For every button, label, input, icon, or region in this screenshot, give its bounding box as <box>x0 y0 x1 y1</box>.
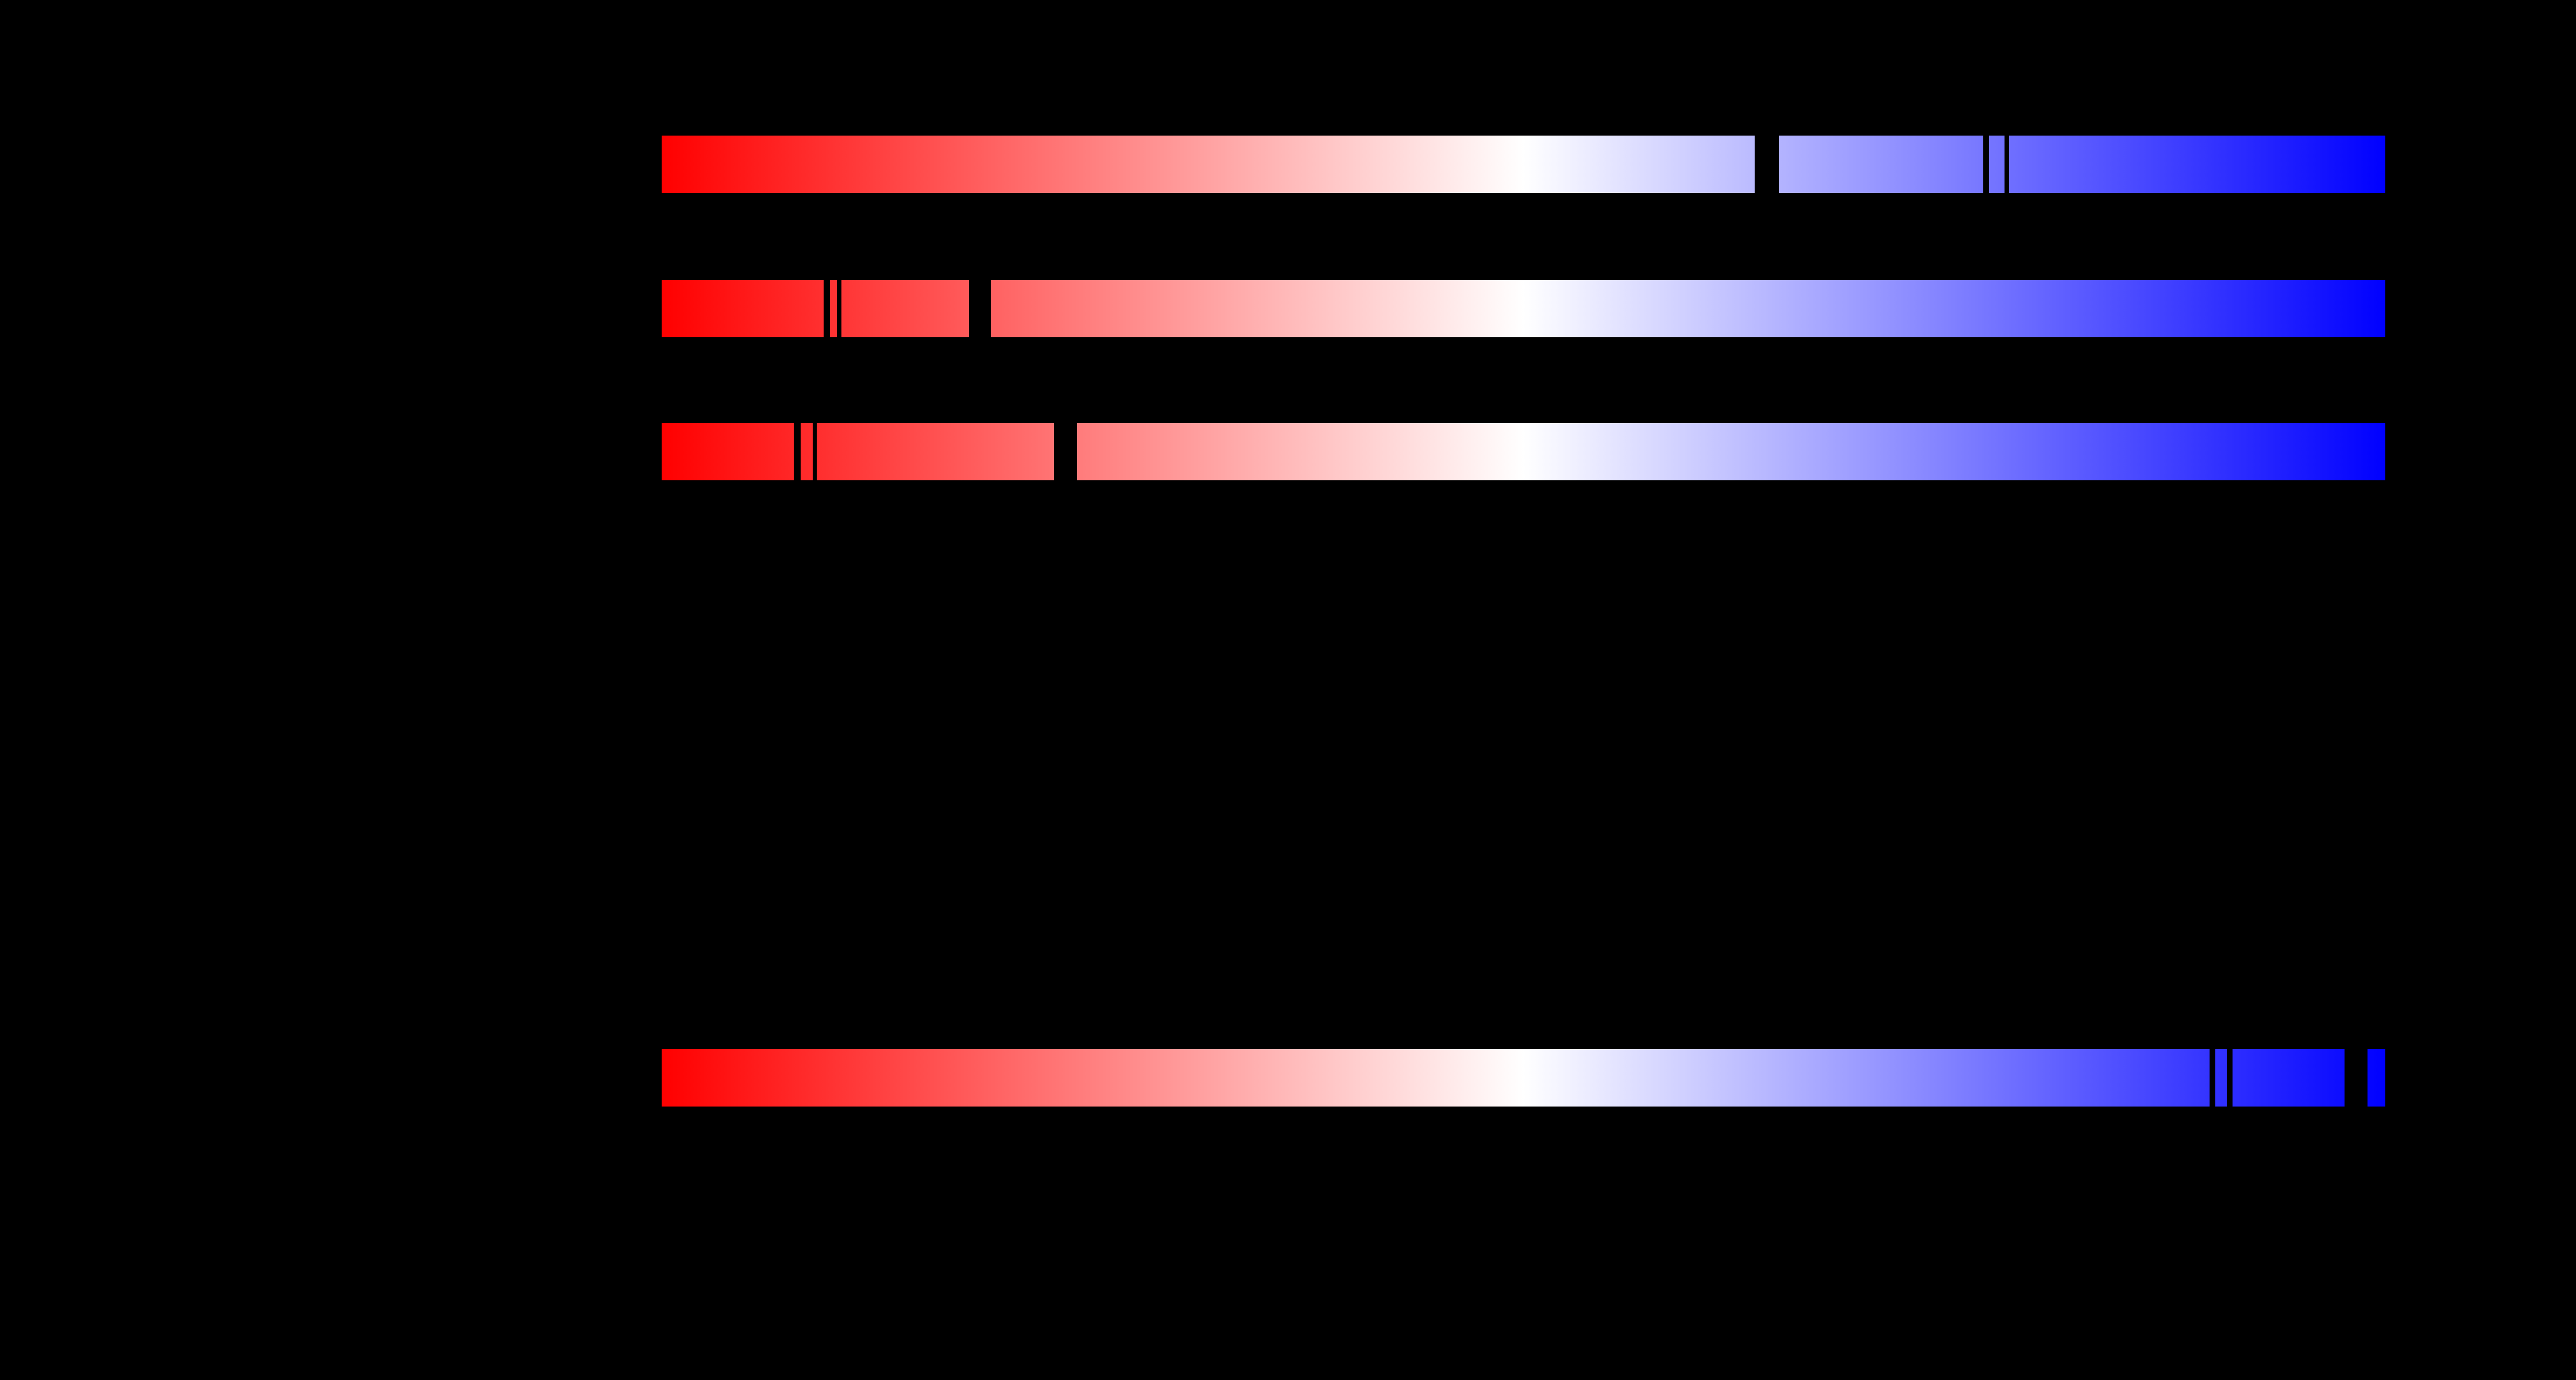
gradient-strip-strip-4 <box>662 1049 2385 1107</box>
marker-wide-gap <box>2345 1049 2368 1107</box>
marker-thin-tick <box>813 422 817 481</box>
marker-wide-gap <box>1054 422 1077 481</box>
marker-thin-tick <box>2227 1049 2233 1107</box>
gradient-strip-strip-3 <box>662 422 2385 481</box>
marker-thin-tick <box>794 422 801 481</box>
marker-wide-gap <box>1755 135 1779 194</box>
marker-wide-gap <box>969 279 991 338</box>
marker-thin-tick <box>2005 135 2009 194</box>
marker-thin-tick <box>2210 1049 2215 1107</box>
marker-thin-tick <box>837 279 841 338</box>
gradient-strip-strip-1 <box>662 135 2385 194</box>
marker-thin-tick <box>1983 135 1989 194</box>
marker-thin-tick <box>824 279 830 338</box>
gradient-strip-strip-2 <box>662 279 2385 338</box>
